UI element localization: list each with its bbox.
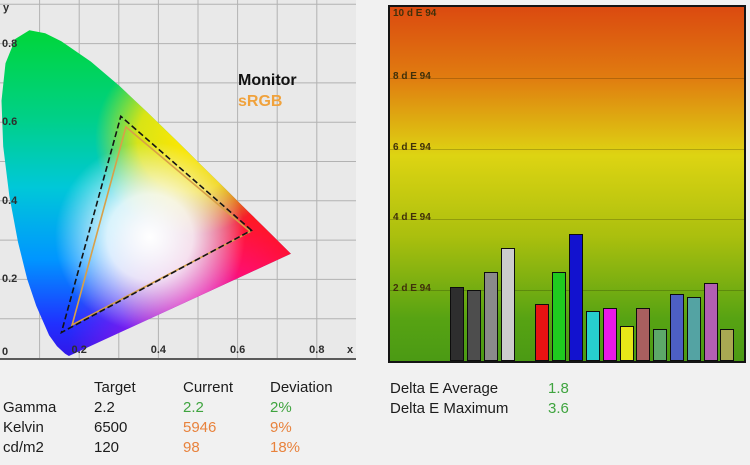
axis-tick: 0.6 <box>2 116 18 129</box>
delta-e-maximum-row: Delta E Maximum 3.6 <box>390 399 620 419</box>
gamut-legend: Monitor sRGB <box>238 70 297 112</box>
delta-e-bar-black <box>450 287 464 361</box>
delta-e-grid-label: 10 d E 94 <box>393 8 437 19</box>
axis-tick: 0.8 <box>2 37 18 50</box>
deviation-value: 2% <box>270 399 292 416</box>
delta-e-grid-line <box>390 290 744 291</box>
table-row: Gamma 2.2 2.2 2% <box>3 398 360 418</box>
axis-tick: 0.4 <box>150 344 167 356</box>
current-value: 2.2 <box>183 399 204 416</box>
axis-tick: 0.8 <box>309 344 325 356</box>
header-spacer <box>3 378 94 398</box>
delta-e-bar-green <box>552 272 566 361</box>
axis-tick: 0.2 <box>2 273 18 286</box>
col-target-header: Target <box>94 379 136 396</box>
delta-e-average-value: 1.8 <box>548 380 569 397</box>
delta-e-maximum-value: 3.6 <box>548 400 569 417</box>
delta-e-grid-line <box>390 78 744 79</box>
delta-e-grid-line <box>390 219 744 220</box>
current-value: 5946 <box>183 419 217 436</box>
delta-e-bar-light-gray <box>501 248 515 361</box>
cie-diagram <box>0 0 356 360</box>
delta-e-chart-panel: 10 d E 94 8 d E 94 6 d E 94 4 d E 94 2 d E 9… <box>388 5 746 363</box>
delta-e-bar-blue <box>569 234 583 361</box>
deviation-value: 9% <box>270 419 292 436</box>
delta-e-bar-dark-gray <box>467 290 481 361</box>
legend-srgb-label: sRGB <box>238 93 283 110</box>
delta-e-bar-royal-blue <box>670 294 684 361</box>
delta-e-grid-label: 2 d E 94 <box>393 283 431 294</box>
delta-e-bar-gray <box>484 272 498 361</box>
delta-e-bar-sea-green <box>653 329 667 361</box>
delta-e-grid-label: 6 d E 94 <box>393 142 431 153</box>
table-row: cd/m2 120 98 18% <box>3 438 360 458</box>
delta-e-summary: Delta E Average 1.8 Delta E Maximum 3.6 <box>390 379 620 419</box>
results-table: Target Current Deviation Gamma 2.2 2.2 2… <box>3 378 360 458</box>
delta-e-average-row: Delta E Average 1.8 <box>390 379 620 399</box>
delta-e-bar-brown <box>636 308 650 361</box>
axis-tick: 0.2 <box>71 344 87 356</box>
row-label: cd/m2 <box>3 439 44 456</box>
delta-e-maximum-label: Delta E Maximum <box>390 400 509 417</box>
table-header-row: Target Current Deviation <box>3 378 360 398</box>
delta-e-bar-yellow <box>620 326 634 361</box>
delta-e-bar-olive <box>720 329 734 361</box>
srgb-gamut-triangle <box>70 125 252 327</box>
target-value: 2.2 <box>94 399 115 416</box>
monitor-gamut-triangle <box>60 114 253 335</box>
target-value: 120 <box>94 439 120 456</box>
current-value: 98 <box>183 439 200 456</box>
y-axis-letter: y <box>3 2 10 14</box>
delta-e-bar-red <box>535 304 549 361</box>
delta-e-bar-teal <box>687 297 701 361</box>
x-axis-letter: x <box>347 344 354 356</box>
axis-tick: 0.4 <box>2 194 18 207</box>
axis-tick: 0.6 <box>229 344 246 356</box>
deviation-value: 18% <box>270 439 301 456</box>
delta-e-bar-magenta <box>603 308 617 361</box>
delta-e-grid-label: 4 d E 94 <box>393 212 431 223</box>
target-value: 6500 <box>94 419 128 436</box>
delta-e-bar-orchid <box>704 283 718 361</box>
row-label: Kelvin <box>3 419 44 436</box>
delta-e-bar-cyan <box>586 311 600 361</box>
cie-diagram-panel: y x 0.2 0.4 0.6 0.8 0.8 0.6 0.4 0.2 0 Monitor sR… <box>0 0 356 362</box>
row-label: Gamma <box>3 399 57 416</box>
delta-e-grid-line <box>390 149 744 150</box>
delta-e-average-label: Delta E Average <box>390 380 499 397</box>
legend-monitor-label: Monitor <box>238 72 297 89</box>
col-current-header: Current <box>183 379 234 396</box>
axis-tick: 0 <box>2 346 9 358</box>
delta-e-grid-label: 8 d E 94 <box>393 71 431 82</box>
table-row: Kelvin 6500 5946 9% <box>3 418 360 438</box>
col-deviation-header: Deviation <box>270 379 333 396</box>
